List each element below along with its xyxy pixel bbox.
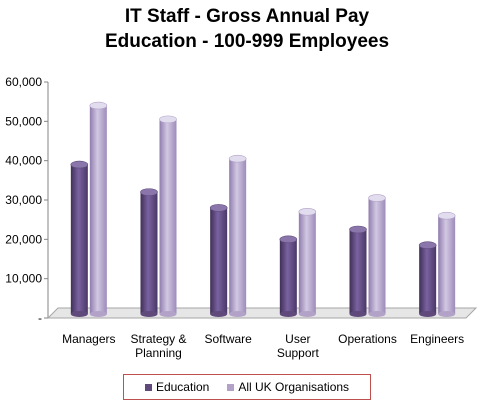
- bar-0: [419, 245, 437, 314]
- bar-top-0: [349, 225, 367, 234]
- x-tick-label: Engineers: [410, 332, 464, 346]
- bar-base-0: [349, 311, 367, 317]
- bar-top-1: [368, 194, 386, 202]
- bar-1: [298, 211, 316, 314]
- bar-top-1: [159, 115, 177, 124]
- bar-top-1: [437, 211, 456, 220]
- chart-title: IT Staff - Gross Annual Pay: [124, 6, 370, 27]
- bar-1: [438, 215, 456, 314]
- bar-base-0: [419, 311, 437, 317]
- chart-floor: [46, 307, 478, 319]
- chart-subtitle: Education - 100-999 Employees: [104, 31, 390, 52]
- x-tick-label: Planning: [135, 346, 182, 360]
- bar-base-1: [159, 311, 177, 317]
- y-tick-label: 60,000: [5, 75, 42, 89]
- chart-titles: IT Staff - Gross Annual Pay Education - …: [0, 4, 494, 54]
- bar-base-0: [140, 311, 158, 317]
- x-tick-label: Strategy &: [130, 332, 186, 346]
- bar-0: [210, 207, 228, 314]
- y-tick-label: 40,000: [5, 154, 42, 168]
- bar-base-1: [89, 311, 107, 317]
- bar-base-0: [279, 311, 297, 317]
- bar-base-1: [298, 311, 316, 317]
- bar-top-1: [298, 208, 317, 216]
- bar-top-0: [279, 235, 298, 244]
- bar-0: [70, 164, 88, 314]
- y-tick-label: 30,000: [5, 193, 42, 207]
- bar-base-1: [438, 311, 456, 317]
- x-tick-label: User: [285, 332, 310, 346]
- bar-top-0: [209, 204, 228, 212]
- x-tick-label: Software: [204, 332, 252, 346]
- bar-1: [229, 158, 247, 314]
- y-tick-label: 10,000: [5, 272, 42, 286]
- y-tick-label: 20,000: [5, 232, 42, 246]
- x-tick-label: Support: [277, 346, 320, 360]
- legend-swatch-education: [144, 383, 152, 391]
- x-tick-label: Managers: [62, 332, 115, 346]
- bar-1: [159, 119, 177, 314]
- bar-base-1: [368, 311, 386, 317]
- bar-1: [368, 198, 386, 314]
- bar-1: [89, 105, 107, 314]
- y-tick-label: 50,000: [5, 114, 42, 128]
- legend-label-education: Education: [155, 380, 210, 394]
- bar-base-1: [229, 311, 247, 317]
- bar-top-0: [418, 241, 437, 250]
- legend-item-all-uk: All UK Organisations: [227, 380, 349, 394]
- y-tick-label: -: [38, 311, 42, 325]
- bar-base-0: [210, 311, 228, 317]
- bar-base-0: [70, 311, 88, 317]
- legend-label-all-uk: All UK Organisations: [238, 380, 350, 394]
- bar-top-0: [70, 160, 89, 169]
- x-tick-label: Operations: [338, 332, 397, 346]
- legend-item-education: Education: [144, 380, 210, 394]
- bar-0: [140, 192, 158, 314]
- bar-0: [279, 239, 297, 314]
- bar-top-0: [140, 188, 158, 196]
- bar-0: [349, 229, 367, 314]
- bar-top-1: [228, 154, 247, 163]
- legend: Education All UK Organisations: [123, 374, 371, 400]
- legend-swatch-all-uk: [227, 383, 235, 391]
- bar-top-1: [89, 101, 108, 110]
